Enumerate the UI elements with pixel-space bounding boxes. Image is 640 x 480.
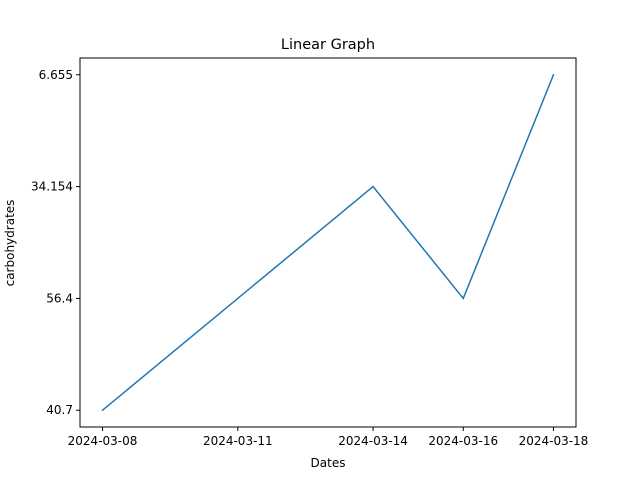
data-point (372, 185, 374, 188)
data-point (552, 74, 555, 76)
x-tick-label: 2024-03-18 (519, 434, 589, 448)
x-tick-label: 2024-03-14 (338, 434, 408, 448)
series-line (102, 74, 555, 411)
x-axis-ticks: 2024-03-08 2024-03-11 2024-03-14 2024-03-16… (68, 427, 589, 448)
y-axis-ticks: 40.7 56.4 34.154 6.655 (31, 68, 80, 417)
y-tick-label: 56.4 (46, 291, 73, 305)
x-tick-label: 2024-03-08 (68, 434, 138, 448)
series-group (101, 74, 555, 411)
x-tick-label: 2024-03-11 (203, 434, 273, 448)
data-point (101, 409, 104, 411)
y-tick-label: 6.655 (39, 68, 73, 82)
y-axis-label: carbohydrates (3, 200, 17, 287)
chart-title: Linear Graph (281, 37, 375, 53)
data-point (462, 297, 465, 300)
x-axis-label: Dates (311, 456, 346, 470)
y-tick-label: 40.7 (46, 403, 73, 417)
x-tick-label: 2024-03-16 (428, 434, 498, 448)
y-tick-label: 34.154 (31, 180, 73, 194)
plot-area (79, 57, 577, 428)
